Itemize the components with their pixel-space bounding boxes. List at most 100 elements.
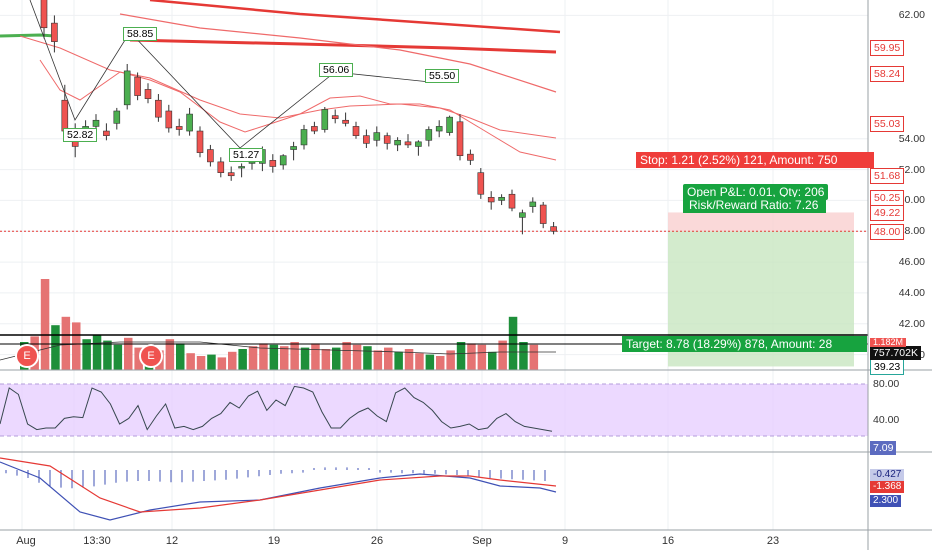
candle-body (456, 121, 464, 157)
candle-body (165, 110, 173, 129)
candle-body (435, 126, 443, 132)
time-tick-label: 23 (766, 535, 780, 547)
candle-body (207, 149, 214, 163)
volume-bar (394, 351, 403, 370)
macd-value-label: -1.368 (870, 481, 905, 493)
candle-body (550, 226, 557, 232)
volume-bar (269, 344, 279, 370)
moving-average-10 (39, 59, 557, 161)
candle-body (508, 193, 516, 209)
candle-body (321, 109, 329, 130)
price-marker-label: 59.95 (870, 40, 905, 57)
volume-bar (425, 354, 435, 370)
macd-value-label: 2.300 (870, 495, 902, 507)
candle-body (40, 0, 48, 29)
volume-bar (300, 347, 310, 370)
volume-bar (259, 343, 268, 370)
candle-body (425, 129, 433, 141)
time-tick-label: 16 (661, 535, 675, 547)
volume-bar (228, 351, 237, 370)
signal-line (0, 457, 557, 513)
moving-average-50 (119, 13, 557, 93)
candle-body (290, 146, 297, 150)
candle-body (217, 161, 225, 173)
time-tick-label: 9 (561, 535, 569, 547)
candle-body (446, 116, 453, 133)
candle-body (113, 110, 121, 124)
candle-body (196, 130, 204, 153)
price-marker-label: 49.22 (870, 205, 905, 222)
candle-body (331, 115, 339, 120)
volume-bar (311, 343, 320, 370)
low-label-1: 52.82 (63, 128, 98, 142)
stop-label[interactable]: Stop: 1.21 (2.52%) 121, Amount: 750 (636, 152, 874, 168)
candle-body (342, 119, 349, 124)
candle-body (248, 161, 256, 164)
volume-bar (488, 351, 497, 370)
volume-bar (467, 343, 476, 370)
price-marker-label: 48.00 (870, 224, 905, 241)
low-label-2: 51.27 (229, 148, 264, 162)
volume-bar (92, 335, 102, 370)
volume-bar (352, 344, 362, 370)
price-tick-label: 48.00 (898, 225, 925, 238)
rsi-tick-label: 80.00 (870, 377, 903, 391)
volume-bar (456, 342, 466, 370)
candle-body (134, 76, 141, 96)
volume-bar (446, 350, 455, 370)
price-marker-label: 51.68 (870, 167, 905, 184)
time-tick-label: 13:30 (83, 535, 111, 547)
time-tick-label: 12 (165, 535, 179, 547)
rsi-band (0, 384, 868, 436)
candle-body (300, 129, 308, 146)
volume-bar (321, 349, 331, 370)
volume-value-label: 757.702K (870, 346, 921, 360)
volume-bar (508, 316, 518, 370)
volume-bar (519, 342, 528, 370)
stop-zone (668, 212, 854, 232)
candle-body (103, 130, 110, 136)
earnings-marker-2[interactable]: E (139, 344, 163, 368)
time-tick-label: Aug (16, 535, 36, 547)
candle-body (383, 135, 391, 144)
candle-body (155, 99, 162, 118)
price-marker-label: 50.25 (870, 189, 905, 206)
candle-body (61, 99, 69, 132)
volume-bar (217, 357, 227, 370)
volume-bar (238, 349, 247, 370)
volume-bar (404, 349, 414, 370)
target-label[interactable]: Target: 8.78 (18.29%) 878, Amount: 28 (622, 336, 867, 352)
volume-bar (384, 347, 393, 370)
rsi-value-label: 7.09 (870, 441, 897, 455)
time-tick-label: 19 (267, 535, 281, 547)
price-tick-label: 42.00 (898, 317, 925, 330)
volume-bar (207, 354, 216, 370)
price-marker-label: 58.24 (870, 66, 905, 83)
volume-bar (103, 340, 112, 370)
price-tick-label: 50.00 (898, 194, 925, 207)
volume-bar (165, 339, 175, 370)
high-label-2: 56.06 (319, 63, 354, 77)
macd-line (0, 461, 557, 521)
earnings-marker-1[interactable]: E (15, 344, 39, 368)
volume-bar (363, 346, 372, 370)
volume-high-label: 1.182M (870, 338, 907, 347)
time-tick-label: Sep (472, 535, 492, 547)
volume-bar (40, 279, 50, 370)
volume-bar (51, 325, 60, 370)
volume-bar (61, 316, 71, 370)
macd-value-label: -0.427 (870, 469, 905, 481)
candle-body (539, 204, 547, 224)
candle-body (415, 141, 422, 147)
price-tick-label: 44.00 (898, 286, 925, 299)
moving-average-200 (149, 0, 561, 34)
price-marker-label: 39.23 (870, 359, 905, 376)
candle-body (404, 141, 412, 146)
candle-body (311, 126, 318, 132)
candle-body (51, 22, 58, 42)
volume-bar (477, 344, 487, 370)
volume-bar (176, 343, 185, 370)
price-tick-label: 62.00 (898, 9, 925, 22)
candle-body (519, 212, 526, 218)
